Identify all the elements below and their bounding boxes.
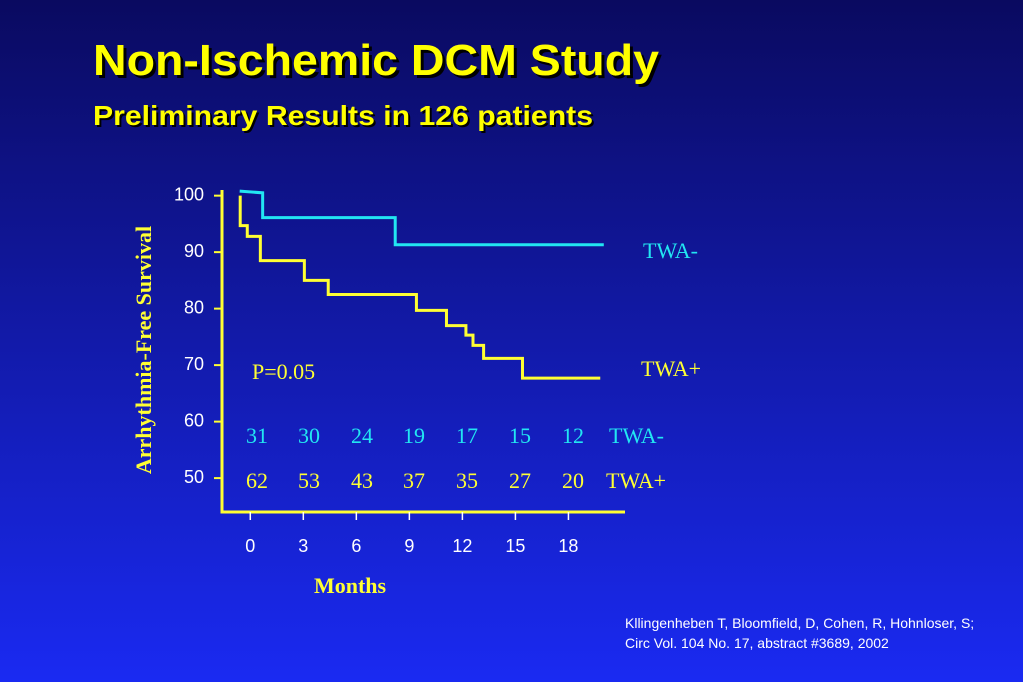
axis bbox=[220, 190, 625, 514]
at-risk-count: 35 bbox=[456, 468, 478, 493]
x-tick-label: 18 bbox=[558, 536, 578, 556]
survival-line bbox=[238, 195, 601, 380]
at-risk-count: 62 bbox=[246, 468, 268, 493]
at-risk-count: 31 bbox=[246, 423, 268, 448]
x-tick-label: 6 bbox=[351, 536, 361, 556]
y-tick-label: 90 bbox=[184, 241, 204, 261]
subtitle-shadow: Preliminary Results in 126 patients bbox=[95, 102, 595, 133]
citation: Kllingenheben T, Bloomfield, D, Cohen, R… bbox=[625, 615, 974, 631]
x-tick-label: 3 bbox=[298, 536, 308, 556]
y-tick-label: 50 bbox=[184, 467, 204, 487]
x-tick-label: 15 bbox=[505, 536, 525, 556]
y-tick-label: 70 bbox=[184, 354, 204, 374]
legend-label: TWA+ bbox=[641, 356, 701, 381]
x-axis-label: Months bbox=[314, 573, 387, 598]
y-tick-label: 60 bbox=[184, 410, 204, 430]
title-shadow: Non-Ischemic DCM Study bbox=[96, 39, 663, 88]
legend-label: TWA- bbox=[643, 238, 698, 263]
chart-title: Non-Ischemic DCM Study bbox=[93, 36, 660, 85]
at-risk-count: 27 bbox=[509, 468, 531, 493]
x-tick-label: 9 bbox=[404, 536, 414, 556]
x-tick-label: 12 bbox=[452, 536, 472, 556]
at-risk-count: 20 bbox=[562, 468, 584, 493]
y-tick-label: 80 bbox=[184, 297, 204, 317]
y-tick-label: 100 bbox=[174, 184, 204, 204]
at-risk-count: 53 bbox=[298, 468, 320, 493]
at-risk-count: 17 bbox=[456, 423, 478, 448]
at-risk-label: TWA+ bbox=[606, 468, 666, 493]
chart-subtitle: Preliminary Results in 126 patients bbox=[93, 100, 593, 131]
at-risk-count: 19 bbox=[403, 423, 425, 448]
at-risk-count: 43 bbox=[351, 468, 373, 493]
at-risk-label: TWA- bbox=[609, 423, 664, 448]
y-axis-label: Arrhythmia-Free Survival bbox=[131, 226, 156, 474]
at-risk-count: 30 bbox=[298, 423, 320, 448]
x-tick-label: 0 bbox=[245, 536, 255, 556]
at-risk-count: 24 bbox=[351, 423, 373, 448]
survival-line bbox=[239, 189, 604, 247]
p-value: P=0.05 bbox=[252, 359, 315, 384]
citation: Circ Vol. 104 No. 17, abstract #3689, 20… bbox=[625, 635, 889, 651]
at-risk-count: 15 bbox=[509, 423, 531, 448]
at-risk-count: 12 bbox=[562, 423, 584, 448]
at-risk-count: 37 bbox=[403, 468, 425, 493]
